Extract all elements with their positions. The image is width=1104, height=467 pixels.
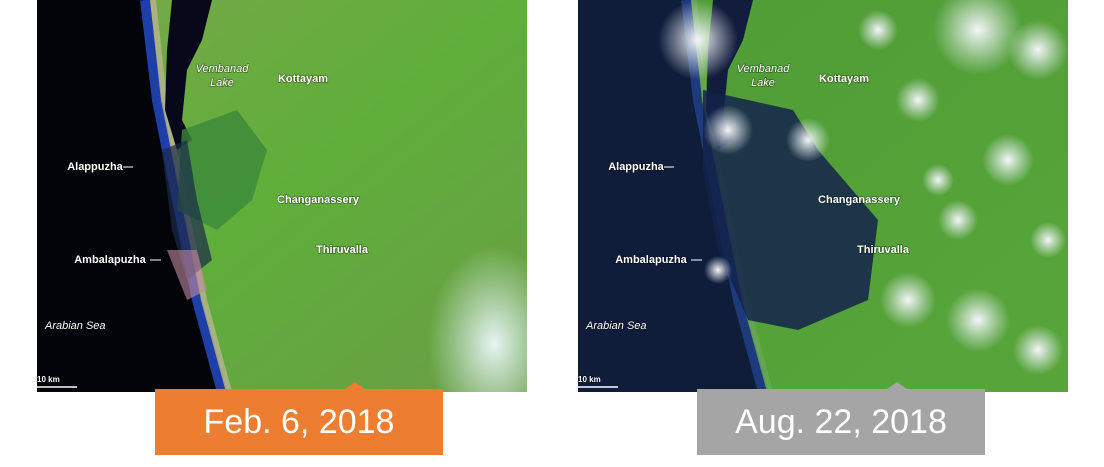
map-label: Changanassery bbox=[277, 194, 360, 206]
dark-fields bbox=[162, 140, 212, 280]
map-label: Changanassery bbox=[818, 194, 901, 206]
map-label: Kottayam bbox=[819, 73, 869, 85]
map-label: 10 km bbox=[578, 375, 601, 384]
map-label: Alappuzha bbox=[67, 161, 123, 173]
map-label: 10 km bbox=[37, 375, 60, 384]
sea bbox=[578, 0, 763, 392]
cloud bbox=[703, 105, 753, 155]
cloud bbox=[896, 78, 940, 122]
flood bbox=[703, 90, 878, 330]
map-label: Arabian Sea bbox=[585, 320, 647, 332]
paddy-fields bbox=[177, 110, 267, 230]
cloud bbox=[786, 118, 830, 162]
cloud bbox=[922, 164, 954, 196]
map-label: Ambalapuzha bbox=[74, 254, 146, 266]
cloud bbox=[1008, 20, 1068, 80]
cloud bbox=[704, 256, 732, 284]
cloud bbox=[858, 10, 898, 50]
map-label: Kottayam bbox=[278, 73, 328, 85]
haze bbox=[417, 230, 527, 392]
map-label: Vembanad bbox=[196, 63, 250, 75]
cloud bbox=[1030, 222, 1066, 258]
cloud bbox=[658, 0, 738, 80]
date-box bbox=[155, 382, 443, 455]
map-label: Lake bbox=[751, 77, 775, 89]
cloud bbox=[1013, 325, 1063, 375]
map-label: Alappuzha bbox=[608, 161, 664, 173]
date-label: Feb. 6, 2018 bbox=[204, 403, 395, 441]
cloud bbox=[982, 134, 1034, 186]
cloud bbox=[933, 0, 1023, 75]
sea bbox=[37, 0, 222, 392]
map-label: Vembanad bbox=[737, 63, 791, 75]
cloud bbox=[880, 272, 936, 328]
map-label: Ambalapuzha bbox=[615, 254, 687, 266]
satellite-image: Vembanad Lake Kottayam Alappuzha Changanasse… bbox=[577, 0, 1068, 394]
satellite-image: Vembanad Lake Kottayam Alappuzha Changanasse… bbox=[36, 0, 527, 394]
cloud bbox=[946, 288, 1010, 352]
map-label: Arabian Sea bbox=[44, 320, 106, 332]
map-label: Thiruvalla bbox=[857, 244, 910, 256]
pink-fields bbox=[167, 250, 207, 300]
map-label: Lake bbox=[210, 77, 234, 89]
lake bbox=[165, 0, 212, 150]
map-label: Thiruvalla bbox=[316, 244, 369, 256]
date-label: Aug. 22, 2018 bbox=[735, 403, 947, 441]
cloud bbox=[938, 200, 978, 240]
date-box bbox=[697, 382, 985, 455]
